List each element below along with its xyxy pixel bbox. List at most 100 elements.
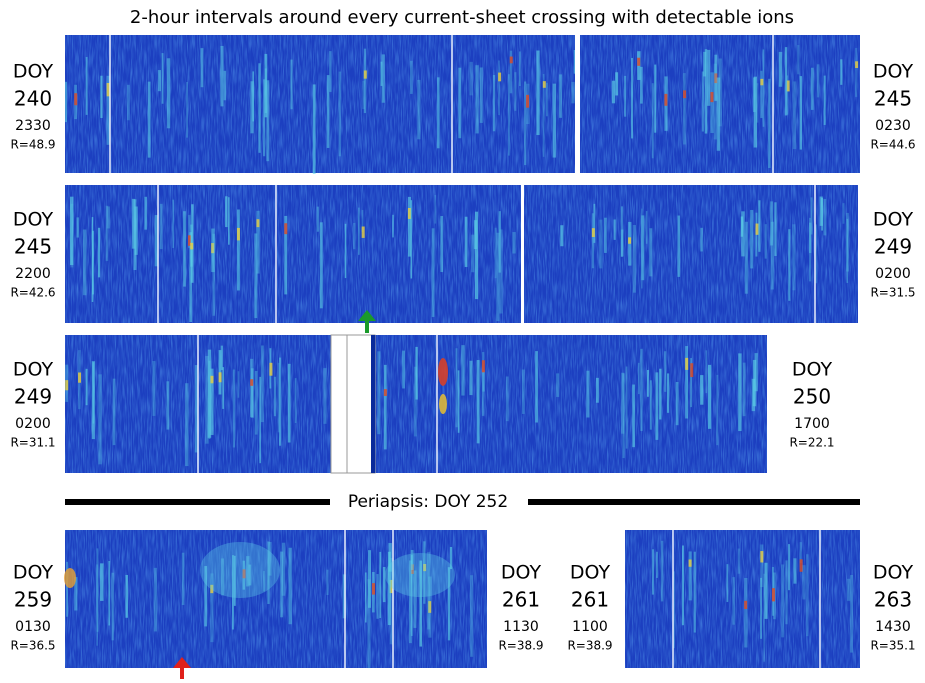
streak (344, 223, 347, 279)
streak-hot (423, 564, 427, 572)
streak (622, 373, 625, 459)
streak (740, 216, 743, 237)
streak (476, 360, 480, 444)
streak (408, 560, 412, 644)
streak (388, 543, 392, 572)
data-gap (521, 185, 524, 323)
streak-hot (714, 73, 718, 84)
time-label: 1100 (572, 619, 608, 635)
streak (744, 221, 748, 294)
streak (514, 72, 517, 111)
streak-hot (498, 72, 502, 82)
streak (248, 564, 252, 586)
streak (70, 196, 74, 266)
streak (732, 577, 736, 625)
streak (802, 565, 806, 600)
doy-number: 261 (502, 588, 540, 612)
streak (363, 48, 367, 114)
streak (640, 348, 643, 431)
streak (599, 219, 603, 269)
periapsis-bar (65, 499, 330, 505)
streak (774, 202, 777, 256)
streak (126, 84, 130, 121)
periapsis-label: Periapsis: DOY 252 (348, 492, 508, 512)
streak (649, 380, 652, 430)
streak (559, 74, 563, 118)
streak (508, 74, 510, 156)
streak (461, 345, 465, 396)
streak (100, 75, 103, 119)
streak (753, 76, 758, 148)
streak (552, 83, 557, 158)
streak (758, 200, 761, 252)
streak (358, 207, 360, 255)
doy-number: 245 (874, 87, 912, 111)
streak (632, 225, 637, 293)
hot-spot (64, 568, 76, 588)
streak-hot (211, 243, 215, 254)
doy-number: 240 (14, 87, 52, 111)
streak-hot (688, 559, 692, 567)
streak (85, 56, 88, 115)
streak (402, 350, 405, 389)
streak-hot (799, 559, 803, 572)
streak (65, 81, 67, 123)
streak-hot (526, 94, 530, 108)
streak-hot (710, 92, 714, 103)
streak (705, 350, 708, 394)
streak (546, 82, 548, 117)
streak-hot (190, 242, 194, 250)
streak (764, 562, 768, 619)
streak (632, 384, 635, 448)
streak (159, 203, 163, 250)
streak (498, 60, 500, 116)
streak (519, 51, 521, 87)
time-label: 0130 (15, 619, 51, 635)
streak (738, 353, 742, 432)
streak (383, 364, 387, 450)
streak (756, 83, 759, 123)
streak (762, 49, 765, 127)
streak-hot (760, 78, 764, 86)
streak (768, 78, 771, 168)
streak (437, 77, 440, 149)
streak (693, 551, 696, 633)
streak (260, 345, 264, 423)
streak (494, 227, 497, 279)
streak (392, 214, 395, 238)
streak (367, 579, 371, 669)
streak (288, 547, 292, 625)
streak (492, 75, 496, 132)
streak-hot (389, 579, 393, 594)
streak (82, 229, 87, 296)
streak (250, 368, 254, 418)
streak (376, 574, 379, 619)
time-label: 0200 (875, 266, 911, 282)
streak (505, 376, 509, 422)
streak-hot (269, 362, 273, 376)
red-arrow (173, 657, 191, 679)
streak-hot (481, 360, 485, 373)
streak (806, 554, 809, 637)
streak (237, 371, 240, 398)
streak (329, 51, 332, 92)
streak-hot (361, 226, 365, 238)
streak (225, 196, 228, 228)
streak (770, 201, 774, 246)
streak (381, 54, 385, 103)
streak (232, 555, 234, 630)
streak (595, 377, 599, 403)
streak (706, 49, 711, 106)
streak (681, 545, 684, 626)
streak (464, 216, 468, 267)
streak-hot (771, 588, 775, 602)
doy-label: DOY (501, 562, 542, 584)
streak (186, 82, 188, 138)
streak (100, 563, 104, 601)
streak-hot (65, 380, 69, 391)
streak (131, 198, 136, 249)
streak-hot (509, 56, 513, 64)
streak (703, 51, 707, 77)
streak (220, 45, 224, 107)
doy-number: 249 (874, 235, 912, 259)
